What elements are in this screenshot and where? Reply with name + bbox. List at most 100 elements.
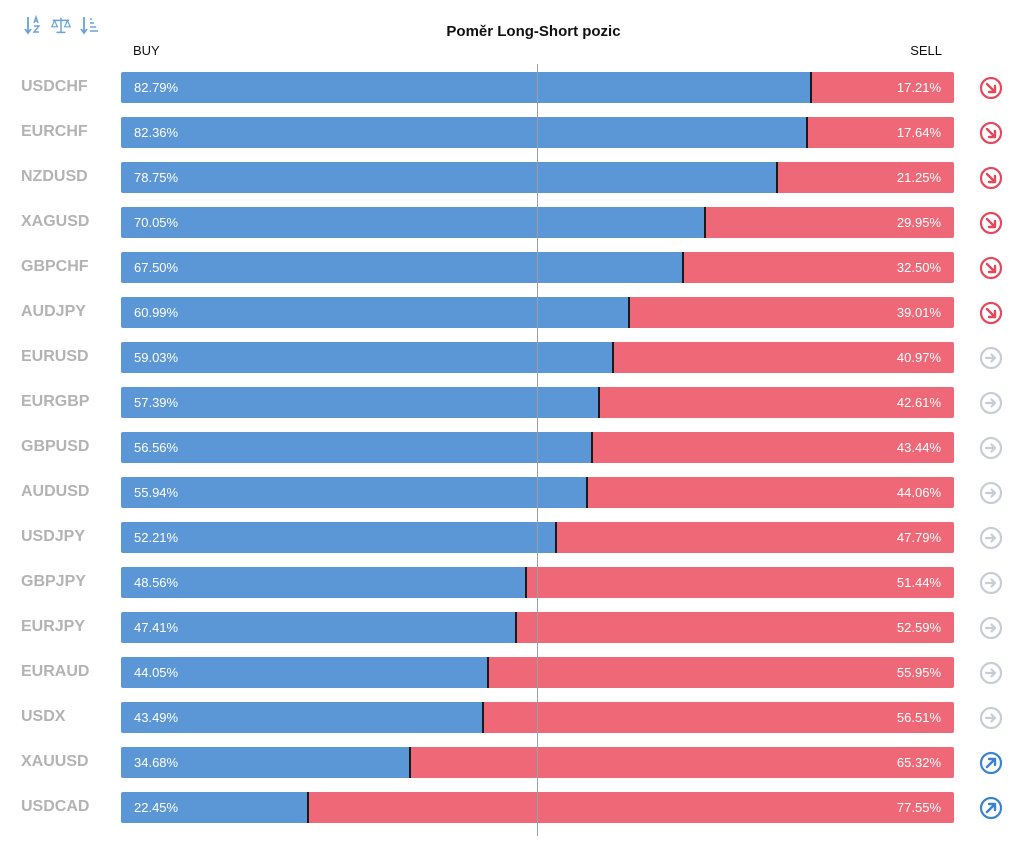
ratio-bar: 59.03% 40.97% xyxy=(121,342,954,373)
ratio-bar: 70.05% 29.95% xyxy=(121,207,954,238)
symbol-label[interactable]: EURAUD xyxy=(21,663,90,680)
buy-bar: 78.75% xyxy=(121,162,776,193)
sell-bar: 21.25% xyxy=(777,162,954,193)
bar-divider xyxy=(585,477,588,508)
bar-divider xyxy=(628,297,631,328)
buy-bar: 55.94% xyxy=(121,477,586,508)
ratio-row-usdcad: USDCAD 22.45% 77.55% xyxy=(0,792,1027,823)
sell-bar: 52.59% xyxy=(516,612,954,643)
arrow-right-icon[interactable] xyxy=(979,571,1003,595)
symbol-label[interactable]: EURGBP xyxy=(21,393,90,410)
sort-alpha-icon[interactable] xyxy=(22,13,44,37)
arrow-down-right-icon[interactable] xyxy=(979,121,1003,145)
symbol-label[interactable]: GBPJPY xyxy=(21,573,86,590)
ratio-row-gbpusd: GBPUSD 56.56% 43.44% xyxy=(0,432,1027,463)
arrow-up-right-icon[interactable] xyxy=(979,751,1003,775)
buy-value-label: 70.05% xyxy=(134,215,179,230)
sell-bar: 43.44% xyxy=(593,432,954,463)
buy-value-label: 57.39% xyxy=(134,395,179,410)
sell-value-label: 56.51% xyxy=(896,710,941,725)
buy-bar: 43.49% xyxy=(121,702,483,733)
sell-value-label: 29.95% xyxy=(896,215,941,230)
buy-value-label: 55.94% xyxy=(134,485,179,500)
arrow-right-icon[interactable] xyxy=(979,706,1003,730)
sell-value-label: 39.01% xyxy=(896,305,941,320)
bar-divider xyxy=(307,792,309,823)
sell-value-label: 43.44% xyxy=(896,440,941,455)
arrow-down-right-icon[interactable] xyxy=(979,166,1003,190)
buy-bar: 47.41% xyxy=(121,612,515,643)
sell-value-label: 21.25% xyxy=(896,170,941,185)
sell-bar: 29.95% xyxy=(705,207,954,238)
balance-scale-icon[interactable] xyxy=(50,13,72,37)
symbol-label[interactable]: USDJPY xyxy=(21,528,86,545)
arrow-right-icon[interactable] xyxy=(979,661,1003,685)
buy-bar: 59.03% xyxy=(121,342,612,373)
buy-bar: 34.68% xyxy=(121,747,409,778)
symbol-label[interactable]: AUDJPY xyxy=(21,303,86,320)
midpoint-line xyxy=(537,64,538,836)
symbol-label[interactable]: EURJPY xyxy=(21,618,86,635)
ratio-bar: 47.41% 52.59% xyxy=(121,612,954,643)
ratio-row-audjpy: AUDJPY 60.99% 39.01% xyxy=(0,297,1027,328)
sell-value-label: 47.79% xyxy=(896,530,941,545)
sell-bar: 77.55% xyxy=(309,792,954,823)
sell-value-label: 17.21% xyxy=(896,80,941,95)
buy-bar: 56.56% xyxy=(121,432,592,463)
buy-bar: 48.56% xyxy=(121,567,525,598)
sell-value-label: 40.97% xyxy=(896,350,941,365)
arrow-right-icon[interactable] xyxy=(979,481,1003,505)
arrow-right-icon[interactable] xyxy=(979,526,1003,550)
buy-value-label: 82.36% xyxy=(134,125,179,140)
arrow-down-right-icon[interactable] xyxy=(979,301,1003,325)
symbol-label[interactable]: USDCHF xyxy=(21,78,88,95)
buy-bar: 22.45% xyxy=(121,792,307,823)
chart-title: Poměr Long-Short pozic xyxy=(446,23,621,40)
buy-value-label: 78.75% xyxy=(134,170,179,185)
arrow-down-right-icon[interactable] xyxy=(979,211,1003,235)
sell-value-label: 65.32% xyxy=(896,755,941,770)
arrow-right-icon[interactable] xyxy=(979,616,1003,640)
sort-amount-icon[interactable] xyxy=(78,13,100,37)
symbol-label[interactable]: USDCAD xyxy=(21,798,90,815)
symbol-label[interactable]: AUDUSD xyxy=(21,483,90,500)
ratio-row-usdchf: USDCHF 82.79% 17.21% xyxy=(0,72,1027,103)
arrow-down-right-icon[interactable] xyxy=(979,76,1003,100)
arrow-right-icon[interactable] xyxy=(979,346,1003,370)
symbol-label[interactable]: XAUUSD xyxy=(21,753,89,770)
sell-bar: 32.50% xyxy=(684,252,954,283)
ratio-row-eurjpy: EURJPY 47.41% 52.59% xyxy=(0,612,1027,643)
symbol-label[interactable]: EURCHF xyxy=(21,123,88,140)
bar-divider xyxy=(486,657,489,688)
buy-bar: 82.36% xyxy=(121,117,807,148)
buy-value-label: 47.41% xyxy=(134,620,179,635)
ratio-row-eurchf: EURCHF 82.36% 17.64% xyxy=(0,117,1027,148)
arrow-up-right-icon[interactable] xyxy=(979,796,1003,820)
ratio-row-eurusd: EURUSD 59.03% 40.97% xyxy=(0,342,1027,373)
arrow-down-right-icon[interactable] xyxy=(979,256,1003,280)
symbol-label[interactable]: USDX xyxy=(21,708,66,725)
sell-value-label: 32.50% xyxy=(896,260,941,275)
sell-bar: 55.95% xyxy=(488,657,954,688)
ratio-bar: 44.05% 55.95% xyxy=(121,657,954,688)
sell-value-label: 55.95% xyxy=(896,665,941,680)
symbol-label[interactable]: NZDUSD xyxy=(21,168,88,185)
symbol-label[interactable]: GBPUSD xyxy=(21,438,90,455)
buy-bar: 82.79% xyxy=(121,72,810,103)
buy-value-label: 34.68% xyxy=(134,755,179,770)
ratio-row-usdx: USDX 43.49% 56.51% xyxy=(0,702,1027,733)
bar-divider xyxy=(611,342,614,373)
symbol-label[interactable]: XAGUSD xyxy=(21,213,90,230)
bar-divider xyxy=(598,387,601,418)
sell-value-label: 44.06% xyxy=(896,485,941,500)
arrow-right-icon[interactable] xyxy=(979,391,1003,415)
bar-divider xyxy=(514,612,517,643)
buy-value-label: 52.21% xyxy=(134,530,179,545)
buy-value-label: 22.45% xyxy=(134,800,179,815)
sell-value-label: 52.59% xyxy=(896,620,941,635)
arrow-right-icon[interactable] xyxy=(979,436,1003,460)
symbol-label[interactable]: GBPCHF xyxy=(21,258,89,275)
ratio-bar: 22.45% 77.55% xyxy=(121,792,954,823)
ratio-row-xauusd: XAUUSD 34.68% 65.32% xyxy=(0,747,1027,778)
symbol-label[interactable]: EURUSD xyxy=(21,348,89,365)
